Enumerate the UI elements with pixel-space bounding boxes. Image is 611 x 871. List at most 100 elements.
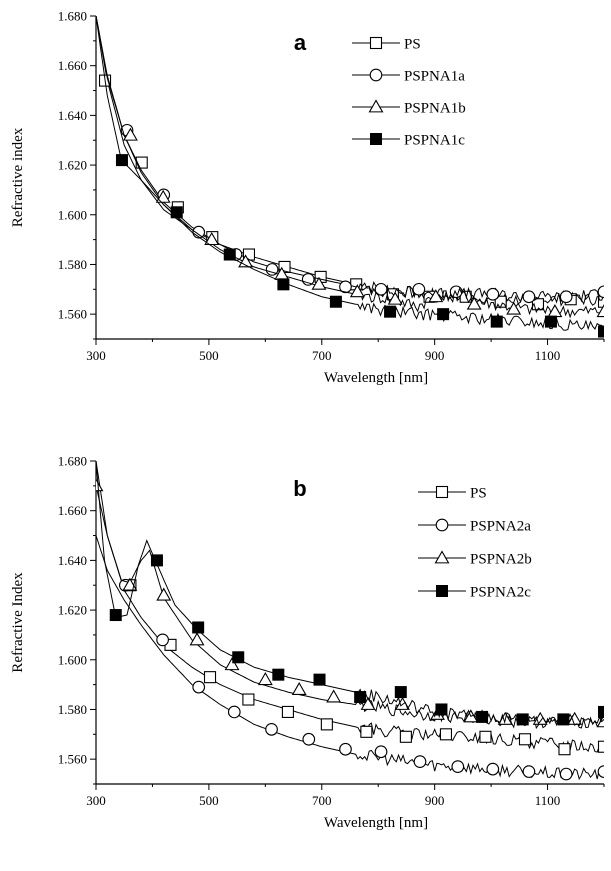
- legend-item: PSPNA1c: [352, 133, 465, 149]
- legend: PS PSPNA2a PSPNA2b PSPNA2c: [418, 486, 532, 601]
- data-point: [598, 325, 604, 338]
- data-point: [439, 728, 453, 741]
- legend-item: PS: [352, 37, 421, 53]
- data-point: [559, 290, 573, 304]
- legend-label: PSPNA1b: [404, 101, 466, 117]
- chart-panel-a: 300 500 700 900 1100 1.560 1.580 1.600 1.620 1.64…: [10, 9, 605, 386]
- y-tick-label: 1.560: [58, 307, 87, 322]
- x-tick-label: 1100: [535, 793, 561, 808]
- data-point: [189, 632, 205, 646]
- legend-item: PSPNA2c: [418, 585, 531, 601]
- data-point: [428, 289, 444, 303]
- data-point: [329, 295, 342, 308]
- data-point: [109, 609, 122, 622]
- series-line: [96, 16, 604, 307]
- data-point: [224, 657, 240, 671]
- data-point: [476, 710, 489, 723]
- data-point: [192, 680, 206, 694]
- y-tick-label: 1.680: [58, 454, 87, 469]
- x-tick-label: 900: [425, 793, 445, 808]
- legend-item: PSPNA1b: [352, 99, 466, 117]
- x-tick-label: 1100: [535, 348, 561, 363]
- data-point: [242, 693, 255, 706]
- series-pspna2a: [96, 535, 604, 781]
- data-point: [597, 285, 604, 299]
- y-tick-label: 1.660: [58, 503, 87, 518]
- x-tick-label: 300: [86, 793, 106, 808]
- data-point: [272, 668, 285, 681]
- x-tick-label: 500: [199, 348, 219, 363]
- data-point: [122, 127, 138, 141]
- data-point: [558, 743, 571, 756]
- y-axis-title: Refractive index: [10, 127, 26, 227]
- series-pspna1a: [96, 16, 604, 304]
- data-point: [559, 767, 573, 781]
- data-point: [320, 718, 333, 731]
- y-axis-title: Refractive Index: [10, 572, 26, 673]
- data-point: [281, 705, 294, 718]
- x-tick-label: 900: [425, 348, 445, 363]
- data-point: [301, 273, 315, 286]
- data-point: [522, 765, 536, 778]
- legend-item: PS: [418, 486, 487, 502]
- data-point: [479, 730, 492, 743]
- y-tick-label: 1.680: [58, 9, 87, 24]
- data-point: [522, 290, 536, 304]
- legend-item: PSPNA1a: [352, 69, 465, 85]
- data-point: [232, 651, 245, 664]
- data-point: [156, 633, 169, 647]
- y-tick-label: 1.580: [58, 257, 87, 272]
- series-line: [96, 16, 604, 319]
- data-point: [486, 287, 500, 301]
- legend-marker: [369, 68, 383, 82]
- legend-item: PSPNA2b: [418, 550, 532, 568]
- series-line: [96, 16, 604, 331]
- legend-marker: [435, 518, 449, 532]
- legend-label: PSPNA1a: [404, 69, 465, 85]
- series-line: [96, 16, 604, 303]
- legend-marker: [368, 99, 384, 113]
- panel-letter: b: [293, 476, 306, 501]
- data-point: [311, 276, 327, 290]
- data-point: [155, 189, 171, 203]
- y-tick-label: 1.660: [58, 58, 87, 73]
- series-ps: [96, 461, 604, 756]
- legend-marker: [369, 36, 383, 50]
- data-point: [360, 725, 373, 738]
- data-point: [313, 673, 326, 686]
- y-tick-label: 1.600: [58, 207, 87, 222]
- data-point: [96, 478, 104, 492]
- legend-label: PS: [404, 37, 421, 53]
- data-point: [257, 672, 273, 686]
- data-point: [597, 740, 604, 753]
- legend-marker: [434, 550, 450, 564]
- x-tick-label: 700: [312, 348, 332, 363]
- data-point: [486, 762, 500, 776]
- data-point: [265, 263, 279, 276]
- legend-item: PSPNA2a: [418, 519, 531, 535]
- panel-letter: a: [294, 30, 307, 55]
- data-point: [238, 254, 254, 268]
- series-ps: [96, 16, 604, 311]
- legend-label: PSPNA2a: [470, 519, 531, 535]
- data-point: [326, 689, 342, 703]
- data-point: [204, 232, 220, 246]
- data-point: [557, 713, 570, 726]
- y-tick-label: 1.620: [58, 158, 87, 173]
- data-point: [354, 691, 367, 704]
- x-tick-label: 700: [312, 793, 332, 808]
- axes: 300 500 700 900 1100 1.560 1.580 1.600 1.620 1.64…: [58, 454, 605, 808]
- legend-label: PSPNA2b: [470, 552, 532, 568]
- data-point: [339, 280, 352, 294]
- data-point: [339, 742, 352, 756]
- data-point: [596, 304, 604, 318]
- axes: 300 500 700 900 1100 1.560 1.580 1.600 1.620 1.64…: [58, 9, 605, 363]
- data-point: [490, 315, 503, 328]
- data-point: [466, 296, 482, 310]
- legend-label: PSPNA2c: [470, 585, 531, 601]
- legend-marker: [435, 485, 449, 499]
- y-tick-label: 1.620: [58, 603, 87, 618]
- data-point: [394, 686, 407, 699]
- data-point: [596, 714, 604, 728]
